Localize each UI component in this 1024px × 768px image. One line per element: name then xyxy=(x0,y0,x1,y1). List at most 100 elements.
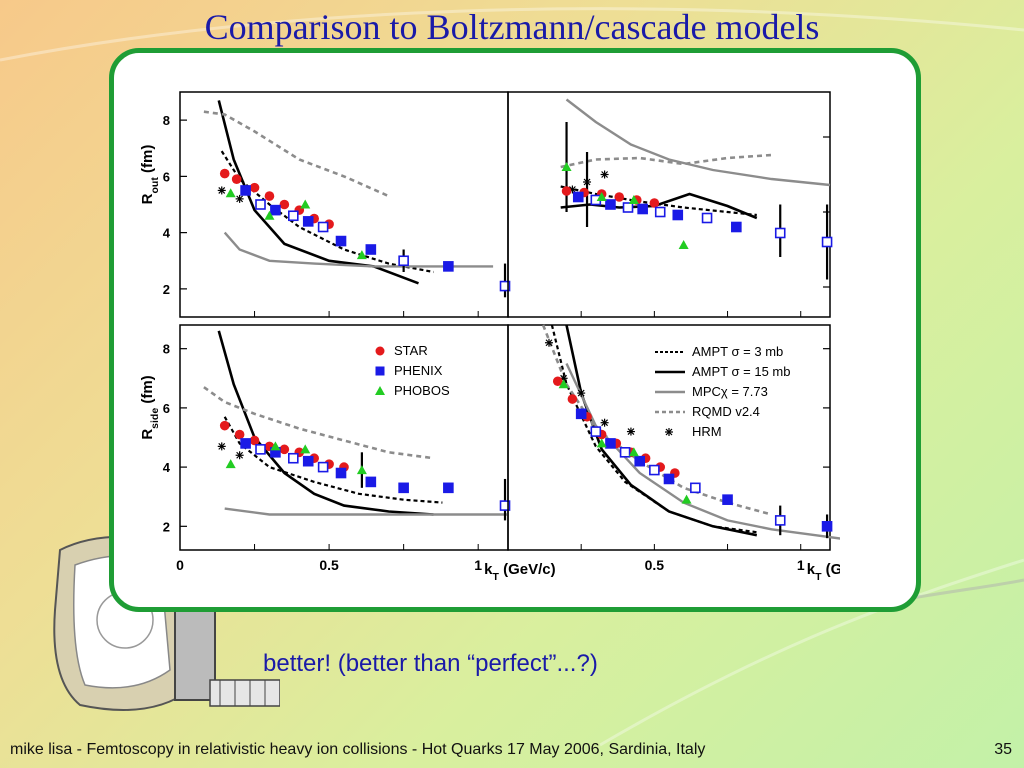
phenix-open-point xyxy=(317,221,329,233)
legend-label-model: HRM xyxy=(692,424,722,439)
phenix-open-point xyxy=(774,227,786,239)
model-curve-rqmd xyxy=(203,110,390,198)
phenix-point xyxy=(398,482,409,494)
y-tick-label: 2 xyxy=(163,519,170,534)
x-tick-label: 1 xyxy=(474,557,482,573)
star-point xyxy=(552,376,563,387)
hrm-point xyxy=(577,389,586,398)
model-curve-rqmd xyxy=(560,153,772,169)
y-tick-label: 6 xyxy=(163,169,170,184)
star-point xyxy=(219,168,230,179)
legend-marker-hrm xyxy=(665,428,673,436)
phobos-point xyxy=(628,447,639,457)
hrm-point xyxy=(235,194,244,203)
phobos-point xyxy=(264,210,275,220)
y-tick-label: 6 xyxy=(163,401,170,416)
phenix-open-point xyxy=(690,482,701,494)
legend-experiments: STAR PHENIX PHOBOS xyxy=(375,343,450,398)
phobos-point xyxy=(270,441,281,451)
panel-frame-rout xyxy=(179,91,509,318)
legend-label-model: AMPT σ = 3 mb xyxy=(692,344,783,359)
panel-frame-rside xyxy=(179,324,509,551)
hrm-stroke xyxy=(236,451,244,459)
phenix-open-point xyxy=(288,452,299,464)
phenix-open-point xyxy=(317,461,329,473)
hrm-point xyxy=(544,338,553,347)
panel-ratio: 0.511.5 xyxy=(507,91,833,318)
star-point xyxy=(561,186,572,196)
hrm-stroke xyxy=(601,419,609,427)
star-point xyxy=(234,429,245,440)
legend-marker-phobos xyxy=(375,386,385,395)
phenix-point xyxy=(443,261,454,272)
page-number: 35 xyxy=(994,741,1012,758)
phenix-point xyxy=(270,204,281,216)
phobos-point xyxy=(596,192,607,201)
phobos-point xyxy=(356,465,367,475)
star-point xyxy=(279,199,290,210)
hrm-stroke xyxy=(218,187,226,194)
phobos-point xyxy=(561,162,572,171)
model-curve-ampt15 xyxy=(217,330,434,516)
phobos-point xyxy=(225,459,236,469)
hrm-point xyxy=(217,442,226,451)
phenix-open-point xyxy=(654,206,666,218)
phenix-open-point xyxy=(821,236,833,248)
phobos-point xyxy=(558,379,569,389)
legend-marker-phenix xyxy=(375,366,385,376)
phenix-point xyxy=(722,494,733,505)
phenix-point xyxy=(240,438,251,449)
phenix-point xyxy=(572,191,584,203)
phobos-point xyxy=(681,494,692,504)
panel-frame-ratio xyxy=(507,91,831,318)
phenix-point xyxy=(634,455,646,467)
hrm-point xyxy=(235,451,244,460)
x-tick-label: 0 xyxy=(176,557,184,573)
phenix-point xyxy=(443,482,454,494)
legend-label-phenix: PHENIX xyxy=(394,363,443,378)
phenix-open-point xyxy=(255,199,266,210)
model-curve-mpc xyxy=(565,98,831,187)
figure-frame xyxy=(109,48,921,612)
hrm-point xyxy=(600,170,609,179)
star-point xyxy=(249,182,260,193)
y-tick-label: 8 xyxy=(163,342,170,357)
phenix-point xyxy=(365,244,377,255)
star-point xyxy=(249,435,260,446)
hrm-point xyxy=(626,427,635,436)
phobos-point xyxy=(300,199,311,209)
hrm-stroke xyxy=(583,178,591,186)
panel-frame-rlong xyxy=(507,324,831,551)
hrm-point xyxy=(217,186,226,195)
phenix-point xyxy=(335,467,347,479)
hrm-stroke xyxy=(601,171,609,178)
phenix-open-point xyxy=(774,515,786,526)
x-tick-label: 0.5 xyxy=(319,557,339,573)
phenix-open-point xyxy=(499,500,511,511)
phenix-open-point xyxy=(590,426,602,437)
star-point xyxy=(279,444,290,455)
panel-rout: 2 4 6 8 xyxy=(163,91,511,318)
phobos-point xyxy=(225,188,236,198)
phenix-point xyxy=(821,521,833,532)
model-curve-ampt3 xyxy=(220,150,434,274)
legend-label-model: AMPT σ = 15 mb xyxy=(692,364,790,379)
phenix-open-point xyxy=(499,280,511,292)
star-point xyxy=(649,198,660,208)
slide-subtitle: better! (better than “perfect”...?) xyxy=(263,650,598,677)
phenix-open-point xyxy=(255,444,266,455)
star-point xyxy=(614,192,625,202)
phenix-open-point xyxy=(622,202,634,213)
phobos-point xyxy=(596,438,607,448)
star-point xyxy=(231,174,242,184)
phenix-point xyxy=(240,185,251,196)
x-tick-label: 1 xyxy=(797,557,805,573)
tape-measure-image xyxy=(53,535,280,711)
model-curve-ampt3 xyxy=(560,185,757,217)
phenix-open-point xyxy=(649,464,660,476)
star-point xyxy=(219,420,230,431)
legend-label-model: RQMD v2.4 xyxy=(692,404,760,419)
